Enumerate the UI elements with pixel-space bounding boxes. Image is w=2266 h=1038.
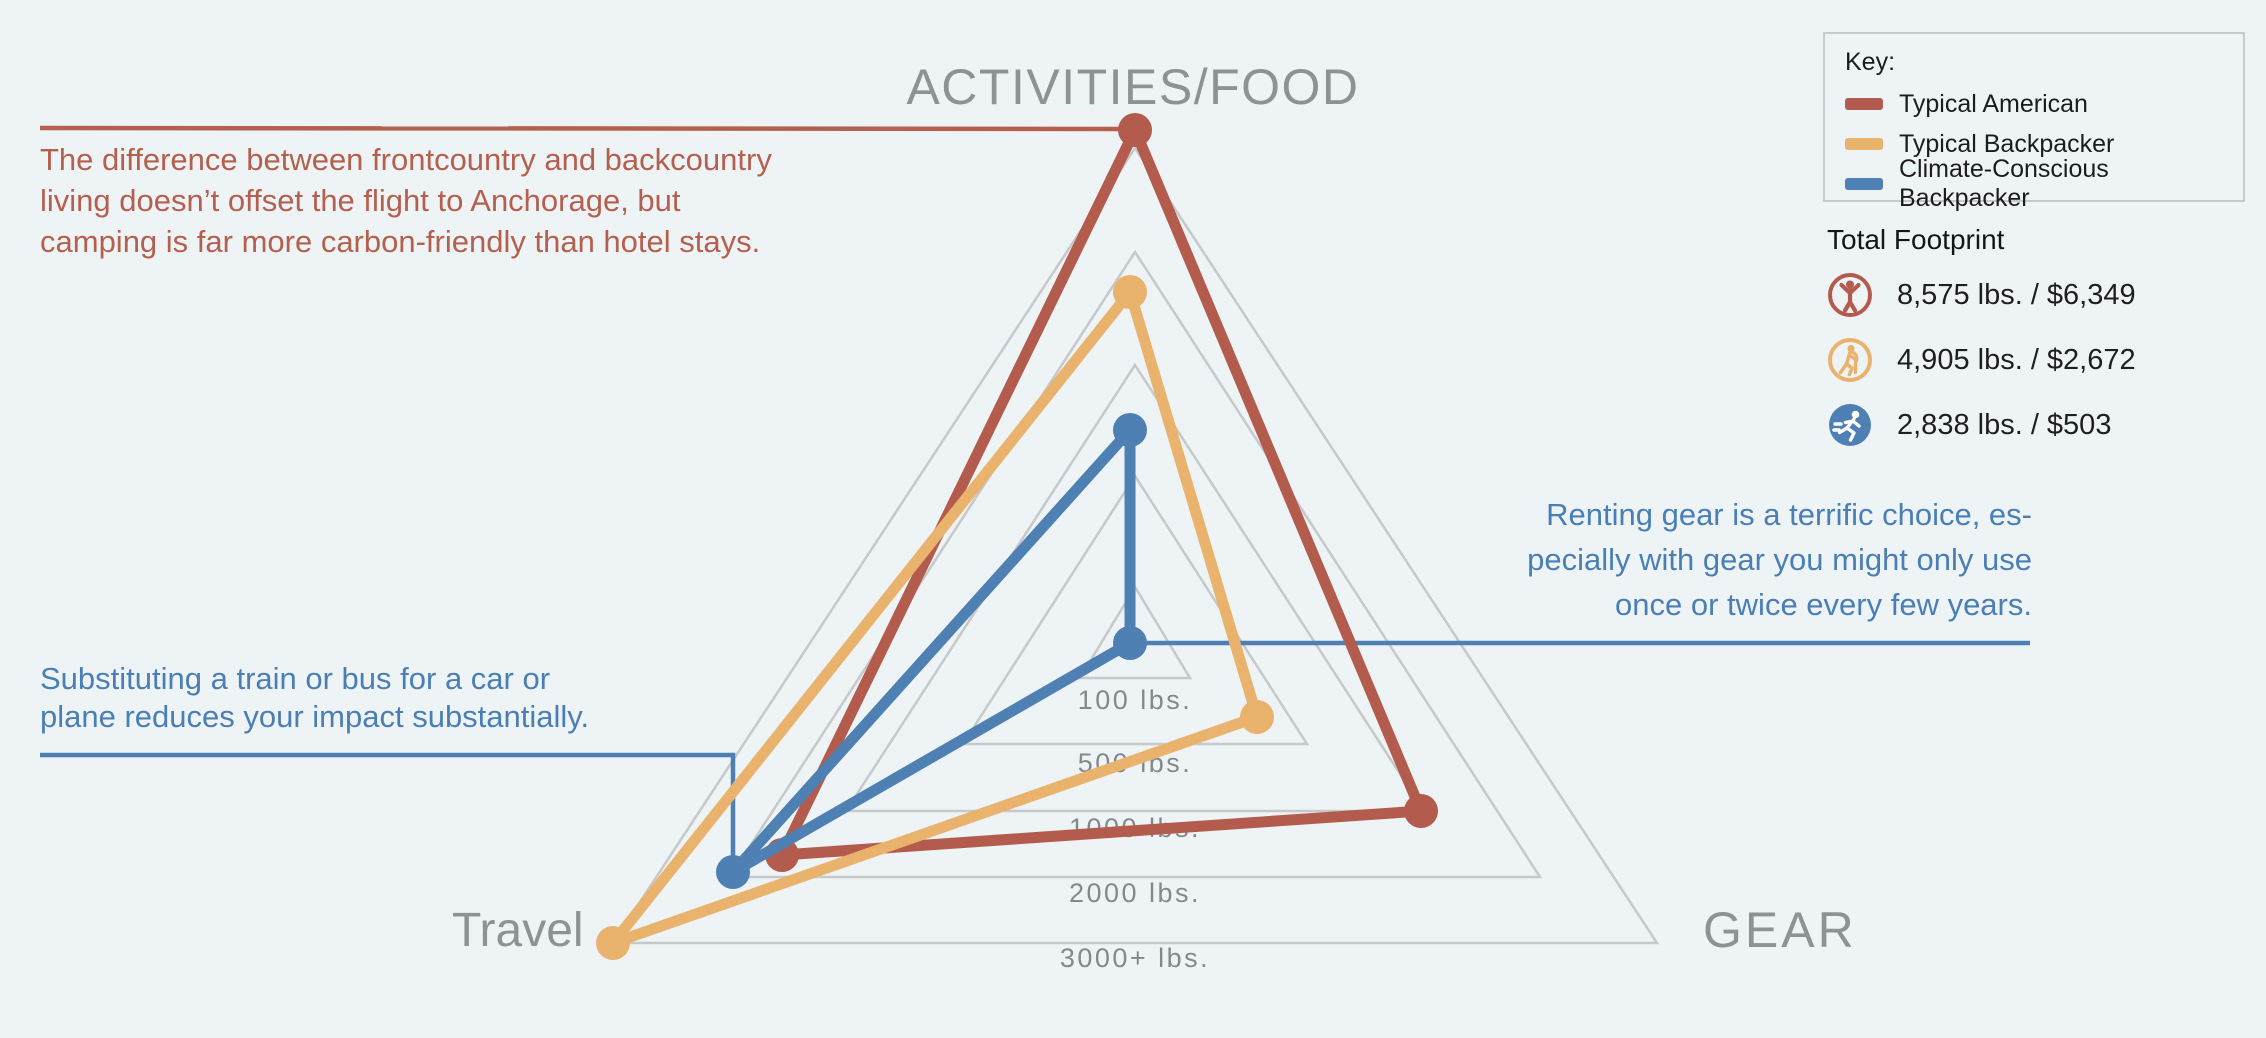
ring-scale-label: 3000+ lbs.	[1060, 943, 1210, 973]
legend: Key: Typical American Typical Backpacker…	[1823, 32, 2245, 212]
legend-label: Typical American	[1899, 89, 2088, 118]
travel-annotation: Substituting a train or bus for a car or…	[40, 660, 740, 736]
axis-label-activities-food: ACTIVITIES/FOOD	[906, 59, 1360, 115]
annotation-line: once or twice every few years.	[1615, 587, 2032, 622]
annotation-line: The difference between frontcountry and …	[40, 142, 772, 177]
axis-label-gear: GEAR	[1703, 902, 1857, 958]
cheering-person-icon	[1827, 272, 1873, 318]
activities-note-line	[39, 125, 1120, 132]
footprint-value: 8,575 lbs. / $6,349	[1897, 278, 2136, 311]
series-point-typical-american	[1118, 113, 1152, 147]
series-point-climate-conscious-backpacker	[1113, 626, 1147, 660]
total-footprint-panel: Total Footprint 8,575 lbs. / $6,349	[1827, 224, 2136, 467]
legend-title: Key:	[1845, 48, 1896, 76]
series-polygon-climate-conscious-backpacker	[727, 424, 1136, 878]
annotation-line: Renting gear is a terrific choice, es-	[1546, 497, 2032, 532]
series-point-typical-backpacker	[1240, 700, 1274, 734]
activities-annotation: The difference between frontcountry and …	[40, 139, 860, 262]
ring-scale-label: 100 lbs.	[1078, 685, 1193, 715]
runner-icon	[1827, 402, 1873, 448]
grid-ring	[610, 145, 1660, 945]
legend-swatch-climate-conscious	[1845, 178, 1883, 190]
annotation-line: camping is far more carbon-friendly than…	[40, 224, 761, 259]
series-point-typical-backpacker	[1113, 275, 1147, 309]
legend-swatch-typical-backpacker	[1845, 138, 1883, 150]
grid-ring	[1077, 584, 1193, 680]
series-polygon-typical-backpacker	[607, 286, 1263, 949]
total-footprint-title: Total Footprint	[1827, 224, 2005, 255]
annotation-line: Substituting a train or bus for a car or	[40, 661, 551, 696]
legend-item-climate-conscious: Climate-Conscious Backpacker	[1845, 155, 2223, 212]
footprint-value: 2,838 lbs. / $503	[1897, 408, 2112, 441]
series-polygon-typical-american	[776, 124, 1427, 861]
legend-item-typical-backpacker: Typical Backpacker	[1845, 124, 2223, 164]
footprint-row-typical-backpacker: 4,905 lbs. / $2,672	[1827, 337, 2136, 383]
footprint-row-climate-conscious: 2,838 lbs. / $503	[1827, 402, 2136, 448]
hiker-icon	[1827, 337, 1873, 383]
series-point-climate-conscious-backpacker	[716, 855, 750, 889]
footprint-row-typical-american: 8,575 lbs. / $6,349	[1827, 272, 2136, 318]
series-point-typical-backpacker	[596, 926, 630, 960]
axis-label-travel: Travel	[452, 904, 584, 957]
legend-label: Typical Backpacker	[1899, 129, 2115, 158]
series-point-climate-conscious-backpacker	[1113, 413, 1147, 447]
grid-ring	[727, 249, 1543, 879]
legend-item-typical-american: Typical American	[1845, 84, 2223, 124]
legend-swatch-typical-american	[1845, 98, 1883, 110]
travel-note-line	[40, 752, 736, 856]
legend-label: Climate-Conscious Backpacker	[1899, 155, 2109, 212]
series-point-typical-american	[1404, 794, 1438, 828]
ring-scale-label: 2000 lbs.	[1069, 878, 1201, 908]
gear-annotation: Renting gear is a terrific choice, es- p…	[1272, 492, 2032, 627]
footprint-value: 4,905 lbs. / $2,672	[1897, 343, 2136, 376]
annotation-line: plane reduces your impact substantially.	[40, 699, 590, 734]
annotation-line: pecially with gear you might only use	[1527, 542, 2032, 577]
annotation-line: living doesn’t offset the flight to Anch…	[40, 183, 681, 218]
